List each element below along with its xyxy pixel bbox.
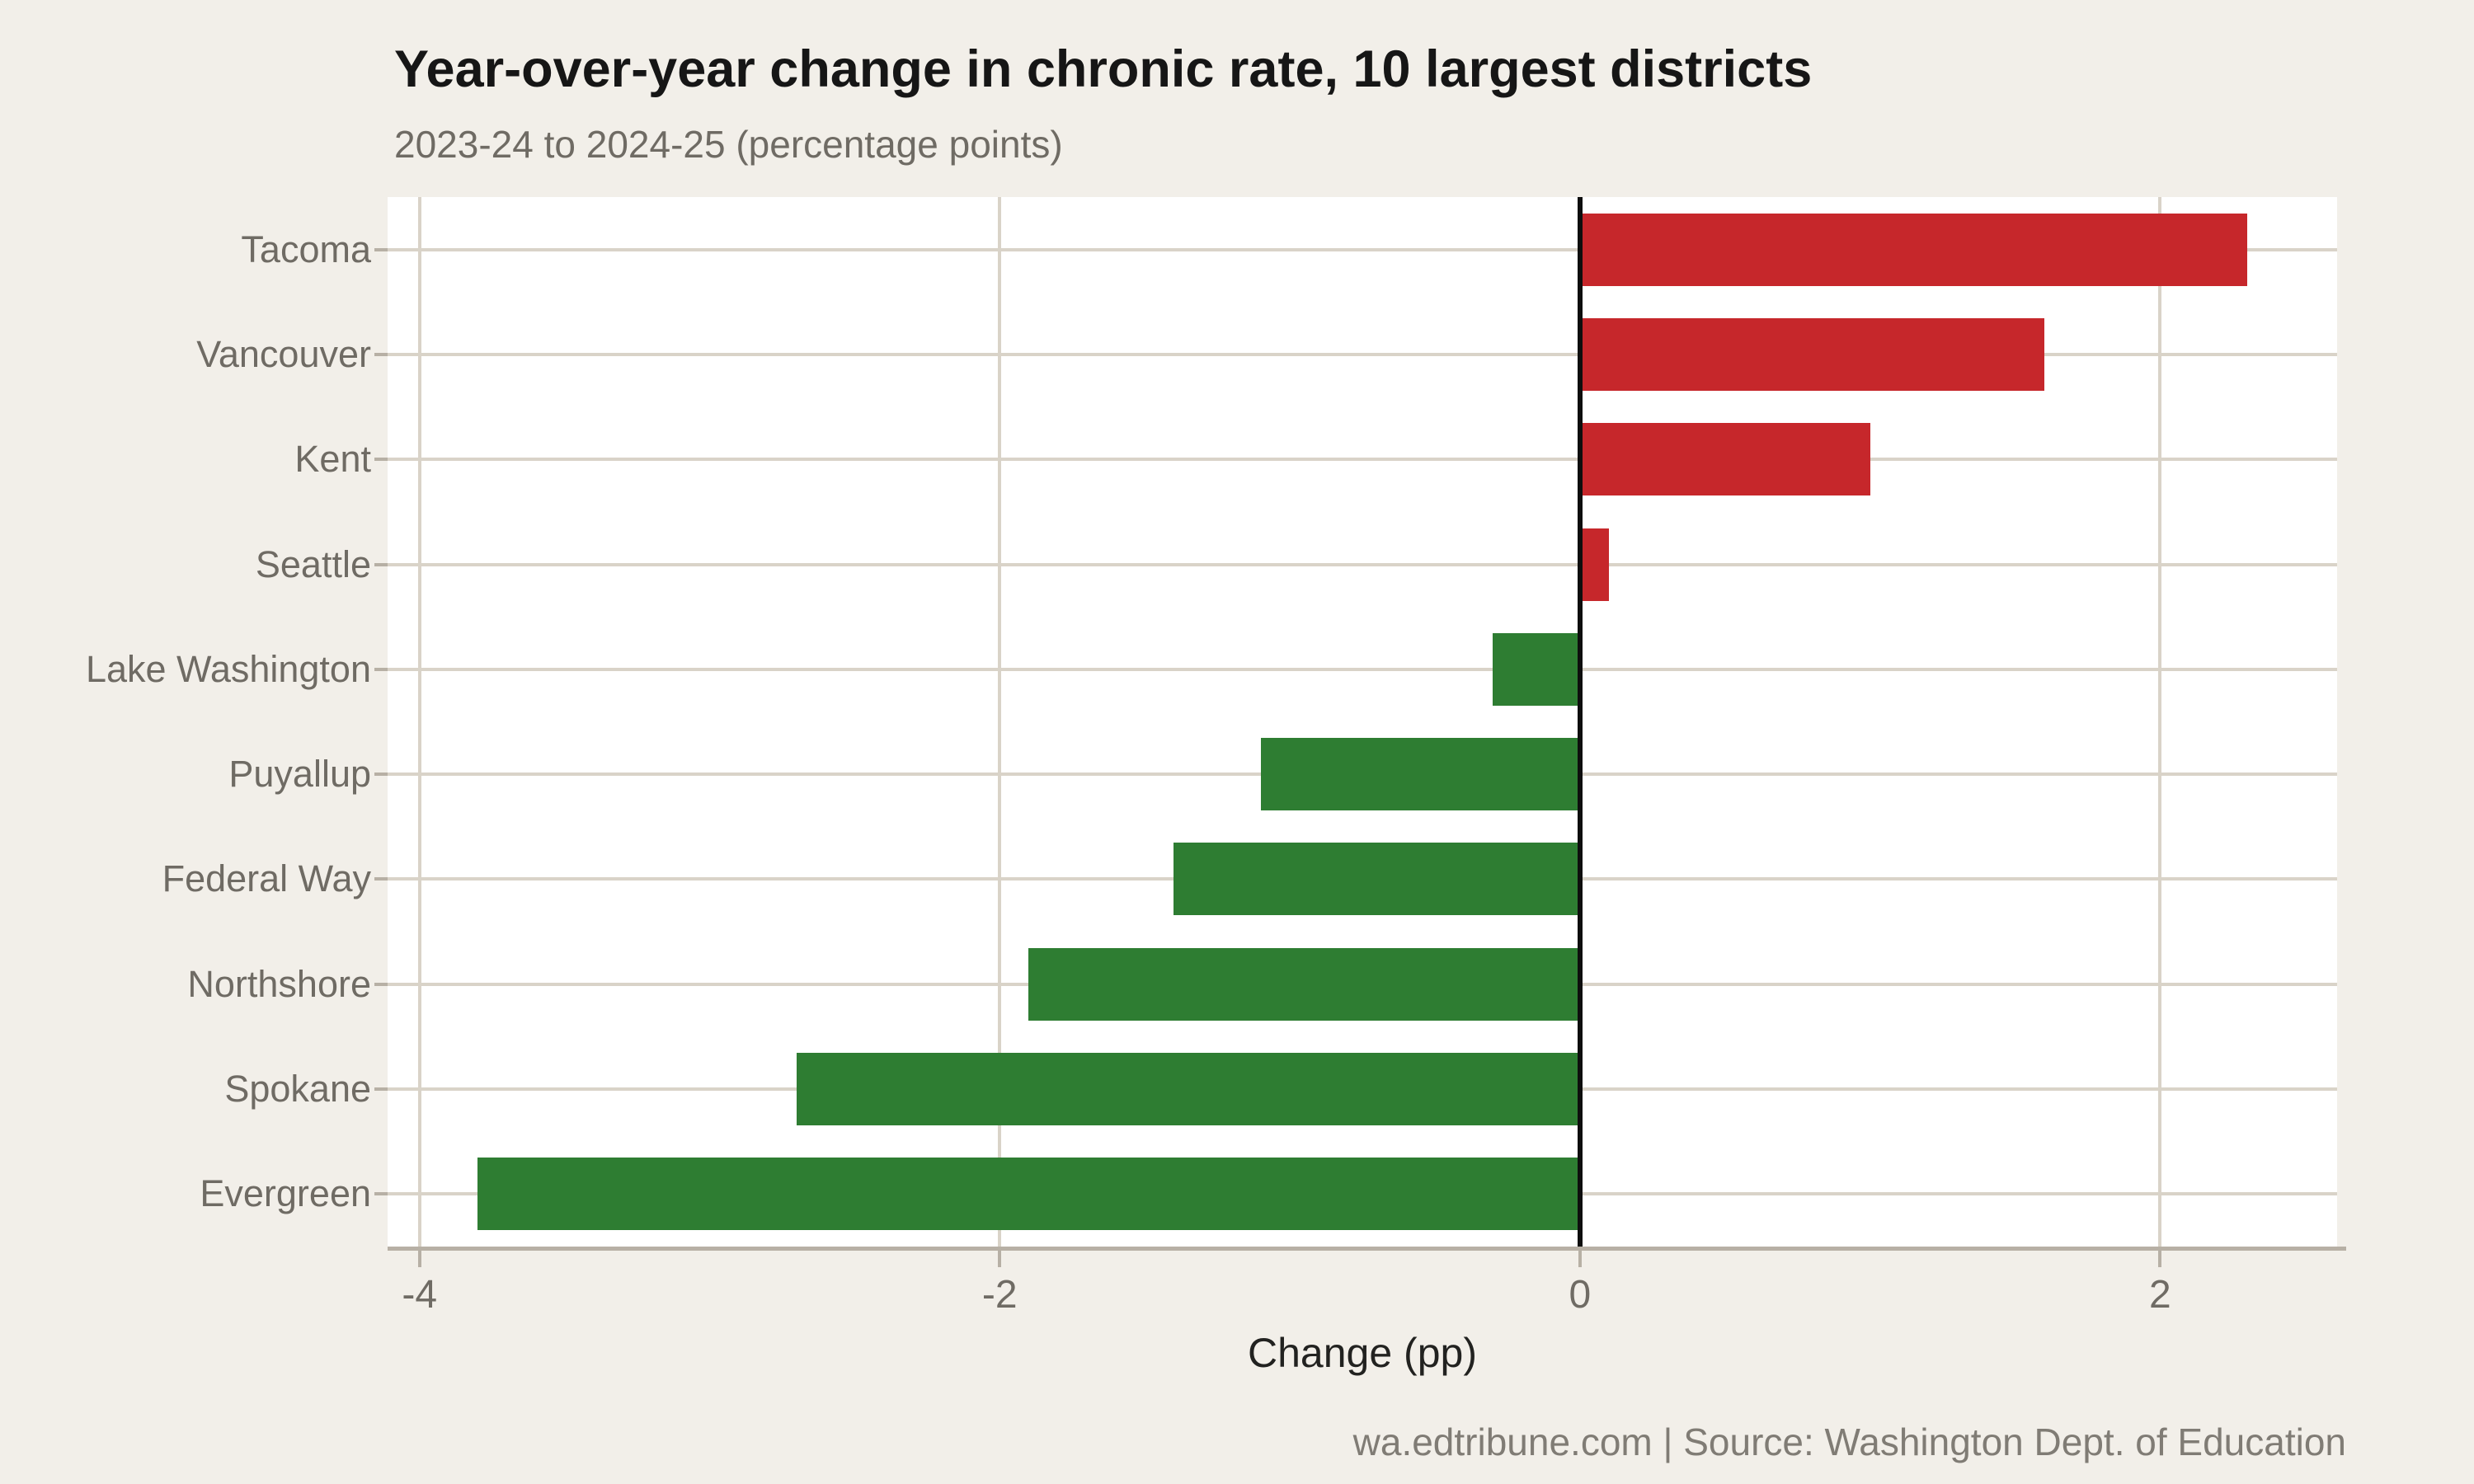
y-label-vancouver: Vancouver	[196, 332, 371, 375]
zero-baseline	[1577, 197, 1583, 1247]
y-tick-vancouver	[374, 352, 388, 356]
x-axis-line	[388, 1247, 2346, 1251]
y-label-evergreen: Evergreen	[200, 1172, 371, 1215]
chart-title: Year-over-year change in chronic rate, 1…	[394, 40, 1813, 98]
y-tick-lake-washington	[374, 667, 388, 671]
bar-puyallup	[1260, 738, 1580, 811]
y-label-seattle: Seattle	[255, 542, 371, 585]
bar-federal-way	[1174, 843, 1580, 916]
y-tick-northshore	[374, 982, 388, 986]
bar-vancouver	[1579, 317, 2044, 391]
bar-kent	[1579, 423, 1870, 496]
x-axis-title: Change (pp)	[1248, 1330, 1477, 1376]
gridline-row-vancouver	[388, 352, 2337, 356]
y-label-kent: Kent	[294, 438, 371, 481]
x-tick-label-0: 0	[1569, 1273, 1592, 1317]
y-label-tacoma: Tacoma	[241, 228, 371, 270]
gridline-row-tacoma	[388, 247, 2337, 251]
y-tick-kent	[374, 458, 388, 462]
gridline-row-lake-washington	[388, 667, 2337, 671]
source-note: wa.edtribune.com | Source: Washington De…	[1352, 1421, 2346, 1463]
y-tick-federal-way	[374, 877, 388, 881]
y-label-spokane: Spokane	[224, 1068, 371, 1111]
y-tick-spokane	[374, 1087, 388, 1092]
bar-spokane	[797, 1053, 1580, 1126]
gridline-x--4	[417, 197, 421, 1247]
bar-lake-washington	[1493, 632, 1580, 706]
bar-seattle	[1579, 528, 1609, 601]
y-label-puyallup: Puyallup	[228, 753, 371, 796]
x-tick-0	[1578, 1251, 1582, 1267]
y-label-federal-way: Federal Way	[162, 857, 371, 900]
y-label-northshore: Northshore	[187, 962, 371, 1005]
y-tick-puyallup	[374, 773, 388, 777]
bar-tacoma	[1579, 213, 2247, 286]
bar-evergreen	[477, 1158, 1580, 1231]
gridline-row-seattle	[388, 562, 2337, 566]
x-tick--4	[417, 1251, 421, 1267]
bar-northshore	[1028, 947, 1580, 1021]
gridline-row-kent	[388, 458, 2337, 462]
x-tick-label--2: -2	[981, 1273, 1018, 1317]
y-tick-seattle	[374, 562, 388, 566]
x-tick--2	[998, 1251, 1002, 1267]
y-tick-tacoma	[374, 247, 388, 251]
x-tick-2	[2158, 1251, 2162, 1267]
y-label-lake-washington: Lake Washington	[85, 647, 371, 690]
plot-area	[388, 197, 2337, 1247]
chart-subtitle: 2023-24 to 2024-25 (percentage points)	[394, 123, 1063, 166]
y-tick-evergreen	[374, 1192, 388, 1196]
gridline-x--2	[998, 197, 1002, 1247]
x-tick-label--4: -4	[402, 1273, 438, 1317]
x-tick-label-2: 2	[2149, 1273, 2171, 1317]
gridline-x-2	[2158, 197, 2162, 1247]
